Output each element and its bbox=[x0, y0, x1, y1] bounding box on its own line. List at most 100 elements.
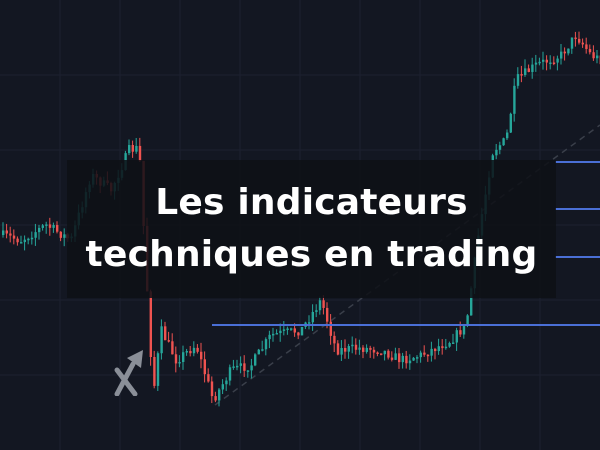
candle-body bbox=[419, 352, 422, 358]
candle-body bbox=[444, 346, 448, 349]
candle-body bbox=[322, 300, 325, 308]
candle-body bbox=[189, 351, 192, 354]
candle-body bbox=[196, 347, 199, 352]
candle-body bbox=[405, 355, 408, 364]
candle-body bbox=[588, 48, 592, 53]
x-arrow-logo-icon bbox=[114, 350, 143, 396]
candle-body bbox=[225, 380, 228, 385]
candle-body bbox=[218, 389, 221, 401]
candle-body bbox=[470, 288, 473, 316]
candle-body bbox=[426, 354, 430, 357]
candle-body bbox=[210, 381, 214, 397]
candle-body bbox=[372, 349, 376, 353]
candle-body bbox=[160, 326, 163, 354]
candle-body bbox=[380, 353, 383, 355]
candle-body bbox=[2, 230, 5, 235]
candle-body bbox=[131, 145, 134, 152]
candle-body bbox=[344, 347, 347, 352]
candle-body bbox=[441, 346, 444, 349]
candle-body bbox=[362, 347, 365, 352]
candle-body bbox=[552, 62, 556, 65]
candle-body bbox=[333, 335, 336, 344]
candle-body bbox=[200, 351, 203, 360]
candle-body bbox=[387, 350, 390, 358]
candles bbox=[2, 31, 600, 407]
candle-body bbox=[236, 365, 239, 368]
candle-body bbox=[560, 51, 563, 59]
candle-body bbox=[401, 355, 404, 363]
candle-body bbox=[509, 113, 512, 133]
candle-body bbox=[376, 352, 379, 355]
candle-body bbox=[59, 231, 62, 238]
candle-body bbox=[282, 329, 286, 331]
candle-body bbox=[228, 367, 232, 381]
candle-body bbox=[56, 225, 59, 232]
title-line-2: techniques en trading bbox=[85, 234, 538, 275]
candle-body bbox=[286, 328, 289, 330]
candle-body bbox=[214, 396, 217, 401]
candle-body bbox=[246, 370, 250, 372]
candle-body bbox=[398, 353, 401, 363]
candle-body bbox=[498, 145, 502, 150]
candle-body bbox=[315, 310, 318, 312]
candle-body bbox=[178, 361, 181, 364]
candle-body bbox=[351, 344, 354, 347]
candle-body bbox=[369, 347, 372, 350]
candle-body bbox=[232, 366, 235, 368]
candle-body bbox=[437, 346, 440, 352]
candle-body bbox=[336, 343, 340, 355]
candle-body bbox=[48, 224, 52, 228]
candle-body bbox=[430, 348, 433, 356]
candle-body bbox=[182, 352, 185, 362]
candle-body bbox=[581, 42, 584, 45]
candle-body bbox=[329, 321, 332, 336]
candle-body bbox=[27, 238, 30, 241]
candle-body bbox=[596, 55, 599, 59]
candle-body bbox=[574, 37, 577, 40]
candle-body bbox=[358, 347, 361, 350]
candle-body bbox=[556, 58, 559, 63]
candle-body bbox=[290, 328, 293, 330]
candle-body bbox=[264, 339, 268, 350]
candle-body bbox=[549, 62, 552, 65]
candle-body bbox=[412, 357, 415, 361]
title: Les indicateurs techniques en trading bbox=[86, 177, 538, 281]
candle-body bbox=[534, 62, 538, 65]
candle-body bbox=[9, 233, 12, 236]
candle-body bbox=[250, 365, 253, 371]
candle-body bbox=[452, 342, 455, 344]
title-line-1: Les indicateurs bbox=[155, 182, 468, 223]
candle-body bbox=[434, 348, 437, 352]
candle-body bbox=[592, 52, 595, 59]
candle-body bbox=[38, 227, 41, 233]
candle-body bbox=[261, 349, 264, 351]
candle-body bbox=[185, 351, 188, 353]
price-levels bbox=[212, 161, 600, 326]
candle-body bbox=[34, 232, 37, 238]
candle-body bbox=[164, 326, 167, 341]
candle-body bbox=[257, 349, 260, 355]
candle-body bbox=[466, 315, 469, 325]
candle-body bbox=[156, 353, 160, 386]
candle-body bbox=[394, 353, 397, 360]
candle-body bbox=[520, 74, 523, 76]
candle-body bbox=[268, 334, 271, 340]
candle-body bbox=[30, 237, 34, 240]
candle-body bbox=[171, 341, 174, 355]
candle-body bbox=[174, 354, 178, 364]
candle-body bbox=[347, 346, 350, 352]
candle-body bbox=[297, 332, 300, 336]
candle-body bbox=[570, 37, 574, 49]
candle-body bbox=[423, 352, 426, 355]
candle-body bbox=[23, 239, 26, 243]
candle-body bbox=[513, 85, 516, 114]
candle-body bbox=[524, 68, 527, 75]
candle-body bbox=[12, 235, 16, 239]
candle-body bbox=[207, 374, 210, 382]
candle-body bbox=[340, 347, 343, 355]
candle-body bbox=[567, 48, 570, 54]
candle-body bbox=[462, 324, 466, 335]
candle-body bbox=[383, 350, 386, 355]
candle-body bbox=[243, 363, 246, 371]
candle-body bbox=[527, 68, 530, 72]
